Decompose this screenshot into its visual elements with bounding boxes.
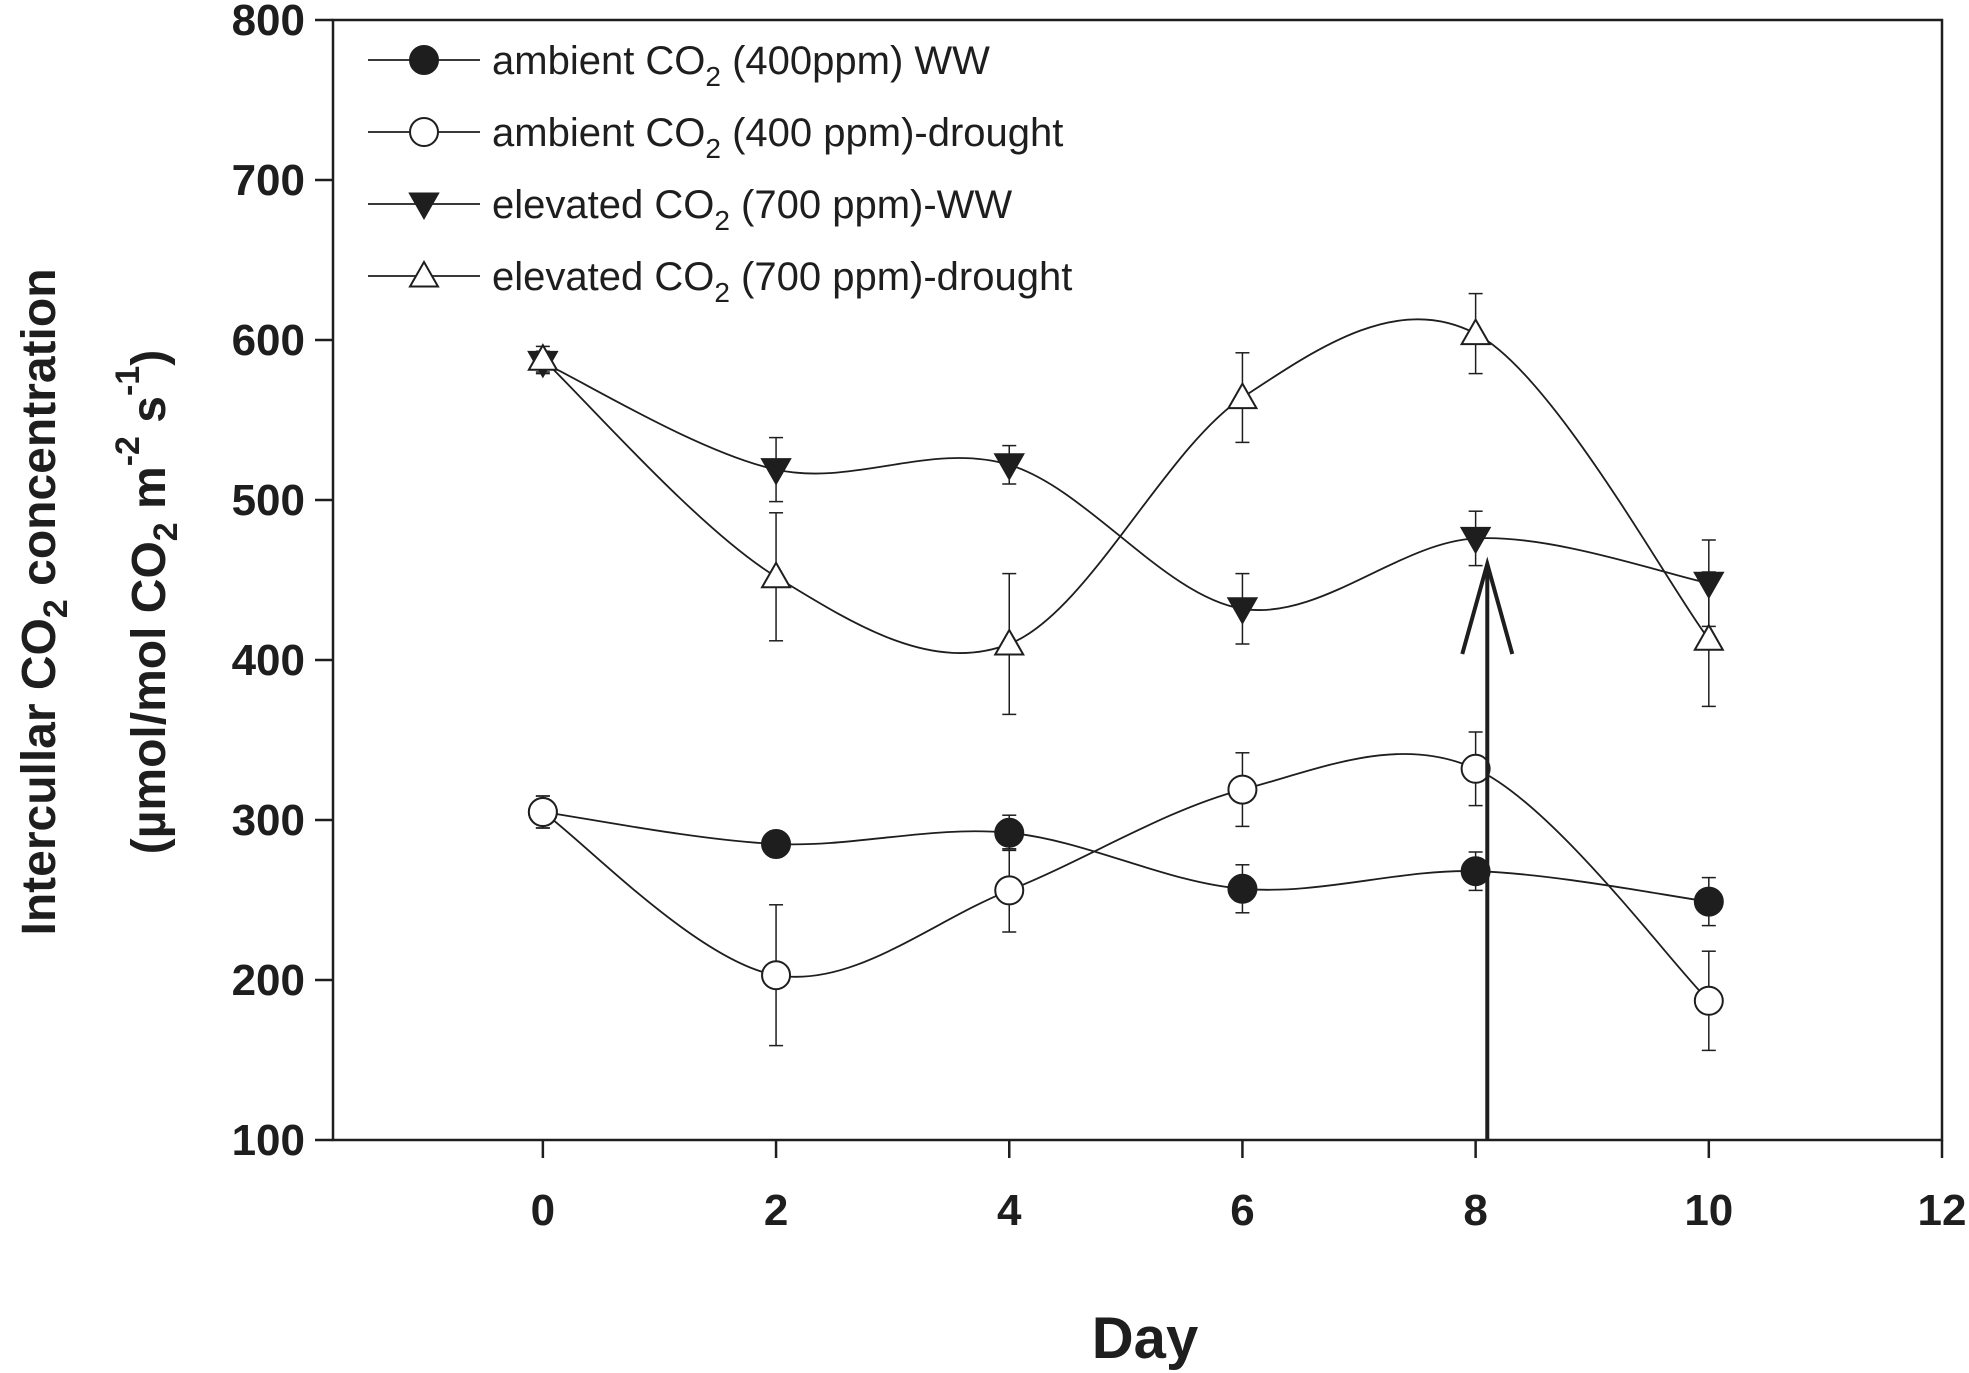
data-point-series-2 (761, 960, 792, 991)
y-title-l2-b: m (123, 466, 176, 522)
series-line-4 (542, 318, 1710, 654)
legend-entry-2: ambient CO2 (400 ppm)-drought (492, 111, 1063, 164)
x-axis: 0 2 4 6 8 10 12 (531, 1140, 1967, 1235)
legend-text-b: (400ppm) WW (721, 39, 990, 83)
data-point-series-3 (993, 453, 1025, 481)
legend-text-b: (700 ppm)-drought (730, 255, 1072, 299)
x-tick-label: 10 (1684, 1186, 1733, 1235)
legend-marker-3 (408, 192, 440, 221)
x-tick-label: 8 (1463, 1186, 1487, 1235)
legend-text-sub: 2 (705, 61, 721, 92)
x-tick-label: 0 (531, 1186, 555, 1235)
x-tick-label: 4 (997, 1186, 1022, 1235)
legend-text-a: elevated CO (492, 255, 714, 299)
x-tick-label: 12 (1918, 1186, 1967, 1235)
y-tick-label: 100 (232, 1116, 305, 1165)
y-tick-label: 400 (232, 636, 305, 685)
y-title-l2-c: s (123, 396, 176, 436)
y-tick-label: 700 (232, 156, 305, 205)
data-point-series-3 (1459, 526, 1492, 555)
y-title-l2-d: ) (123, 350, 176, 366)
data-point-series-4 (760, 560, 792, 589)
y-title-l2-sup2: -1 (109, 366, 147, 396)
y-title-l1-b: concentration (13, 268, 66, 599)
y-axis-title-line2: (µmol/mol CO2 m-2 s-1) (109, 350, 185, 854)
data-point-series-4 (527, 343, 559, 371)
legend-marker-1 (409, 45, 439, 75)
y-axis-title-line1: Intercullar CO2 concentration (13, 268, 75, 935)
y-axis: 100 200 300 400 500 600 700 800 (232, 0, 333, 1165)
legend-entry-3: elevated CO2 (700 ppm)-WW (492, 183, 1012, 236)
data-point-series-4 (1459, 317, 1492, 346)
data-point-series-1 (1460, 856, 1491, 887)
legend-text-b: (400 ppm)-drought (721, 111, 1063, 155)
legend-marker-2 (409, 117, 439, 147)
data-point-series-4 (1693, 623, 1725, 651)
legend-entry-1: ambient CO2 (400ppm) WW (492, 39, 990, 92)
data-point-series-1 (1693, 886, 1724, 917)
series-line-3 (542, 361, 1709, 611)
data-markers (527, 317, 1725, 1016)
data-point-series-4 (993, 627, 1025, 656)
y-title-l1-a: Intercullar CO (13, 618, 66, 935)
data-point-series-2 (1693, 985, 1724, 1016)
data-point-series-2 (994, 875, 1025, 906)
data-point-series-3 (1693, 571, 1725, 600)
data-point-series-2 (527, 797, 558, 827)
data-point-series-2 (1227, 774, 1258, 805)
x-tick-label: 6 (1230, 1186, 1254, 1235)
y-title-l2-a: (µmol/mol CO (123, 541, 176, 854)
series-curves (542, 318, 1710, 1002)
legend-entry-4: elevated CO2 (700 ppm)-drought (492, 255, 1072, 308)
x-axis-title: Day (1092, 1306, 1198, 1371)
y-tick-label: 300 (232, 796, 305, 845)
y-tick-label: 500 (232, 476, 305, 525)
legend-text-a: ambient CO (492, 111, 705, 155)
legend-text-sub: 2 (714, 277, 730, 308)
legend-text-a: elevated CO (492, 183, 714, 227)
x-tick-label: 2 (764, 1186, 788, 1235)
data-point-series-3 (760, 458, 792, 486)
legend-text-b: (700 ppm)-WW (730, 183, 1012, 227)
legend-text-sub: 2 (714, 205, 730, 236)
arrow-head (1460, 556, 1515, 655)
data-point-series-1 (994, 817, 1025, 848)
y-title-l2-sub: 2 (147, 522, 185, 541)
series-line-2 (542, 753, 1710, 1002)
data-point-series-4 (1226, 381, 1259, 410)
data-point-series-3 (1226, 597, 1259, 625)
legend-text-sub: 2 (705, 133, 721, 164)
series-line-1 (542, 811, 1709, 903)
legend-text-a: ambient CO (492, 39, 705, 83)
y-tick-label: 200 (232, 956, 305, 1005)
plot-border (331, 18, 1944, 1142)
data-point-series-2 (1460, 753, 1491, 784)
y-title-l1-sub: 2 (37, 599, 75, 618)
y-title-l2-sup1: -2 (109, 436, 147, 466)
legend-marker-4 (408, 259, 440, 288)
y-tick-label: 600 (232, 316, 305, 365)
annotations (1460, 556, 1515, 1140)
data-point-series-1 (761, 829, 792, 859)
y-tick-label: 800 (232, 0, 305, 45)
plot-frame (331, 18, 1944, 1142)
data-point-series-1 (1227, 873, 1258, 904)
error-bars (535, 292, 1716, 1052)
